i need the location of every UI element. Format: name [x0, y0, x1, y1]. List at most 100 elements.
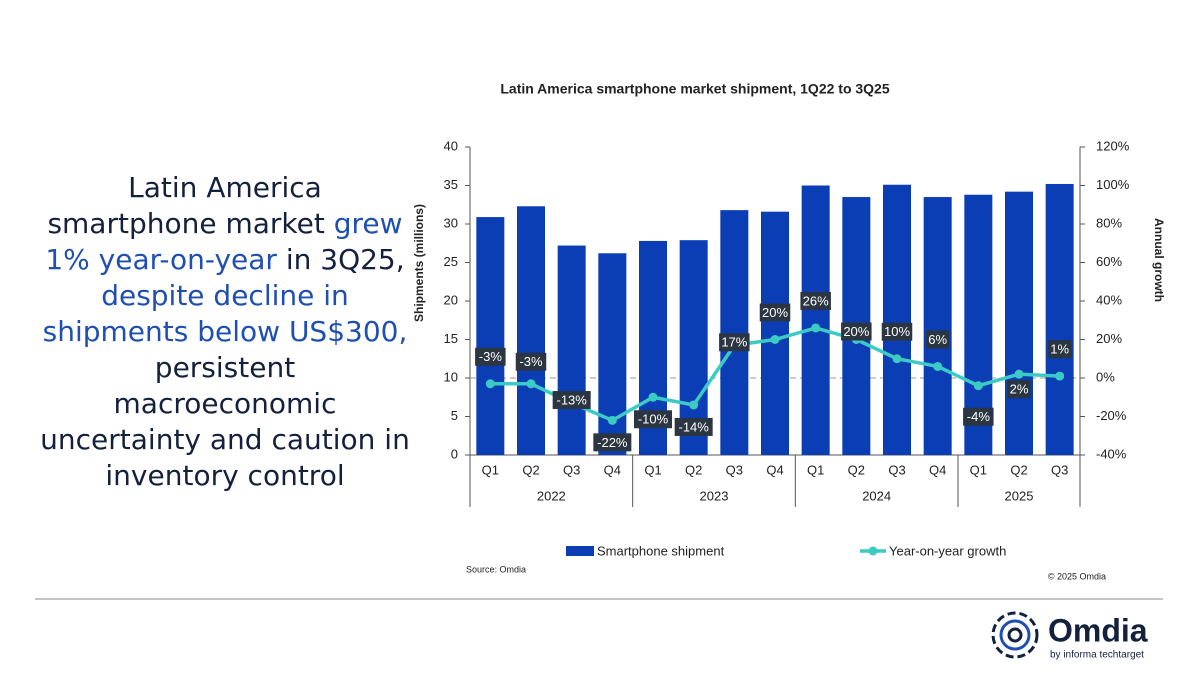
growth-point — [648, 392, 658, 402]
legend-swatch — [566, 546, 594, 556]
x-tick-label: Q1 — [482, 462, 499, 477]
bar — [761, 211, 789, 455]
copyright: © 2025 Omdia — [1048, 571, 1106, 581]
bar — [557, 245, 586, 455]
data-label: -3% — [479, 349, 503, 364]
headline-segment: in 3Q25, — [285, 243, 405, 276]
y-tick-label: 20 — [444, 292, 458, 307]
data-label-box — [1007, 380, 1031, 399]
y2-tick-label: 80% — [1096, 215, 1122, 230]
y2-tick-label: -20% — [1096, 408, 1127, 423]
legend-label: Year-on-year growth — [889, 543, 1006, 558]
data-label: -10% — [638, 412, 669, 427]
data-label-box — [881, 322, 913, 341]
y2-tick-label: 20% — [1096, 331, 1122, 346]
data-label-box — [963, 407, 994, 426]
x-tick-label: Q3 — [726, 462, 743, 477]
data-label-box — [634, 410, 672, 429]
group-label: 2022 — [537, 488, 566, 503]
x-tick-label: Q1 — [644, 462, 661, 477]
x-tick-label: Q2 — [1010, 462, 1027, 477]
growth-point — [973, 381, 983, 391]
headline: Latin America smartphone market grew 1% … — [40, 170, 410, 494]
growth-point — [689, 400, 699, 410]
bar — [883, 184, 911, 456]
y2-tick-label: 60% — [1096, 254, 1122, 269]
x-tick-label: Q3 — [1051, 462, 1068, 477]
data-label-box — [552, 391, 591, 410]
data-label: 10% — [884, 324, 910, 339]
x-tick-label: Q4 — [604, 462, 621, 477]
y2-tick-label: 40% — [1096, 292, 1122, 307]
bar — [923, 197, 952, 456]
x-tick-label: Q4 — [929, 462, 946, 477]
data-label-box — [674, 417, 713, 436]
bar — [1005, 191, 1033, 455]
data-label-box — [475, 347, 506, 366]
data-label: -13% — [556, 392, 587, 407]
y-tick-label: 15 — [444, 331, 458, 346]
growth-point — [811, 323, 821, 333]
data-label: -14% — [678, 419, 709, 434]
growth-point — [526, 379, 536, 389]
data-label-box — [593, 433, 632, 452]
data-label-box — [1048, 340, 1072, 359]
data-label: 6% — [928, 332, 947, 347]
legend-label: Smartphone shipment — [597, 543, 725, 558]
y-tick-label: 10 — [444, 369, 458, 384]
data-label-box — [759, 303, 791, 322]
data-label: 17% — [721, 335, 747, 350]
logo-icon — [991, 611, 1039, 659]
data-label: 20% — [762, 305, 788, 320]
legend-swatch — [868, 546, 878, 556]
growth-point — [485, 379, 495, 389]
data-label-box — [926, 330, 950, 349]
bar — [1045, 183, 1074, 455]
y-tick-label: 40 — [444, 138, 458, 153]
growth-point — [892, 354, 902, 364]
growth-point — [933, 361, 943, 371]
data-label-box — [515, 352, 547, 371]
data-label-box — [841, 322, 872, 341]
headline-segment: Latin America smartphone market — [47, 171, 325, 240]
growth-point — [607, 415, 617, 425]
bar — [476, 217, 505, 455]
y-tick-label: 30 — [444, 215, 458, 230]
x-tick-label: Q1 — [807, 462, 824, 477]
y2-tick-label: -40% — [1096, 446, 1127, 461]
data-label: -22% — [597, 435, 628, 450]
headline-segment: despite decline in shipments below US$30… — [42, 279, 408, 348]
data-label-box — [719, 333, 750, 352]
x-tick-label: Q4 — [766, 462, 783, 477]
source: Source: Omdia — [466, 564, 526, 574]
logo-name: Omdia — [1048, 612, 1148, 648]
x-tick-label: Q1 — [970, 462, 987, 477]
x-tick-label: Q2 — [848, 462, 865, 477]
group-label: 2024 — [862, 488, 891, 503]
y-tick-label: 0 — [451, 446, 458, 461]
group-label: 2023 — [700, 488, 729, 503]
data-label: 26% — [803, 293, 829, 308]
y2-tick-label: 0% — [1096, 369, 1115, 384]
growth-point — [1014, 369, 1024, 379]
data-label: -3% — [519, 354, 543, 369]
data-label: 20% — [843, 324, 869, 339]
data-label-box — [800, 291, 831, 310]
data-label: -4% — [967, 409, 991, 424]
x-tick-label: Q3 — [563, 462, 580, 477]
y-tick-label: 35 — [444, 177, 458, 192]
group-label: 2025 — [1005, 488, 1034, 503]
headline-segment: persistent macroeconomic uncertainty and… — [40, 351, 410, 492]
chart-title: Latin America smartphone market shipment… — [500, 81, 889, 97]
y2-axis-title: Annual growth — [1152, 218, 1166, 302]
y-tick-label: 25 — [444, 254, 458, 269]
x-tick-label: Q3 — [888, 462, 905, 477]
y-tick-label: 5 — [451, 408, 458, 423]
data-label: 1% — [1050, 342, 1069, 357]
bar — [720, 210, 749, 455]
growth-point — [770, 335, 780, 344]
y-axis-title: Shipments (millions) — [412, 204, 426, 322]
x-tick-label: Q2 — [685, 462, 702, 477]
